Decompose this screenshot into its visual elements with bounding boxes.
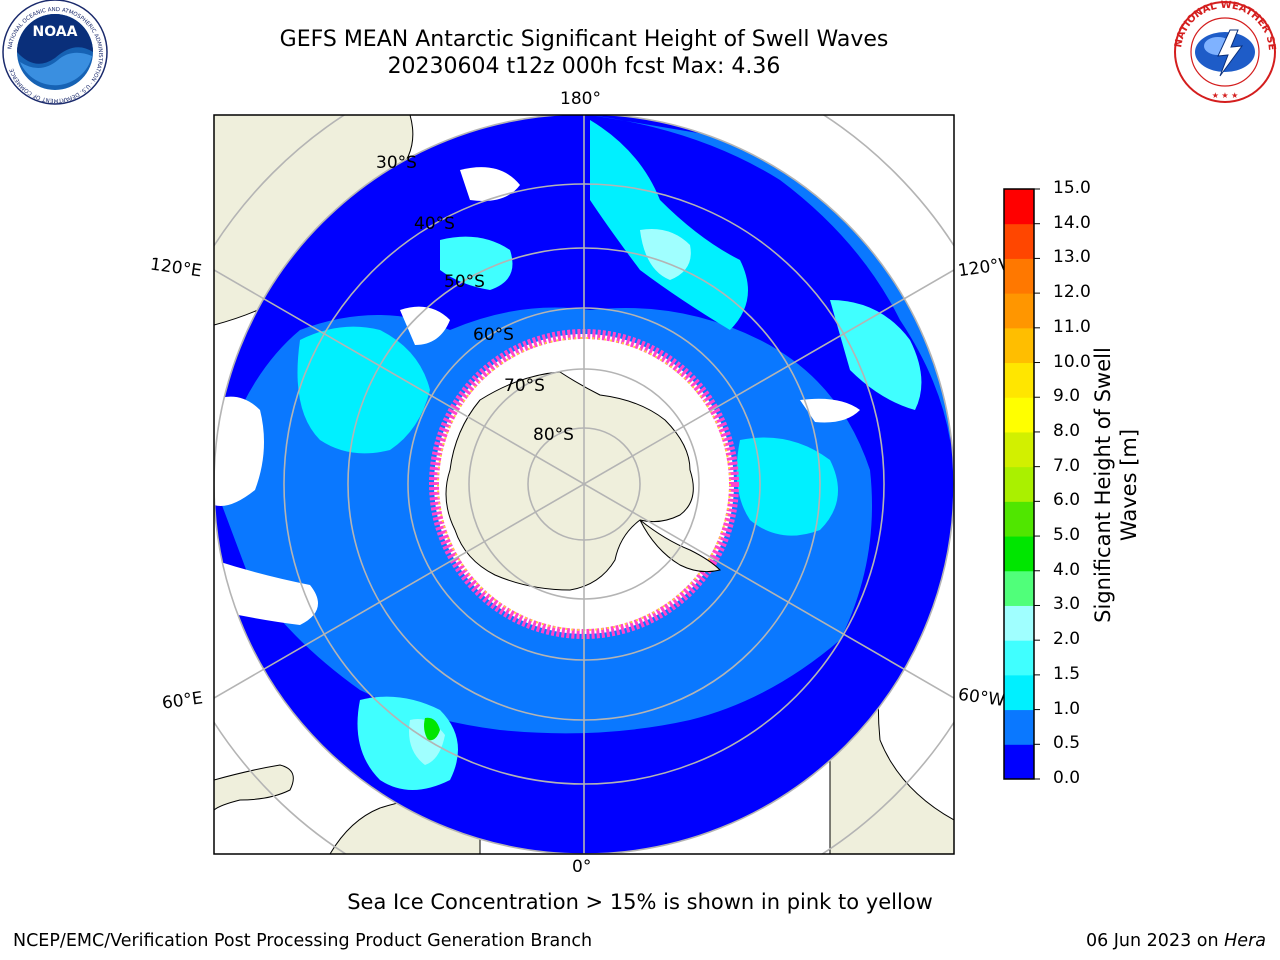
footer-date-text: 06 Jun 2023 on bbox=[1085, 931, 1225, 951]
colorbar-swatch bbox=[1004, 674, 1034, 711]
chart-title: GEFS MEAN Antarctic Significant Height o… bbox=[279, 27, 889, 52]
lon-label-180: 180° bbox=[560, 89, 601, 109]
colorbar-tick-label: 8.0 bbox=[1053, 420, 1081, 441]
colorbar-tick-label: 4.0 bbox=[1053, 559, 1081, 580]
nws-stars: ★ ★ ★ bbox=[1212, 91, 1239, 100]
colorbar-swatch bbox=[1004, 189, 1034, 225]
lon-label-0: 0° bbox=[572, 857, 592, 877]
colorbar-swatch bbox=[1004, 640, 1034, 676]
lat-label-40s: 40°S bbox=[414, 214, 455, 234]
colorbar-tick-label: 2.0 bbox=[1053, 629, 1081, 650]
colorbar-swatch bbox=[1004, 223, 1034, 259]
colorbar-tick-label: 3.0 bbox=[1053, 594, 1081, 615]
footer-date: 06 Jun 2023 on Hera bbox=[1086, 931, 1266, 951]
colorbar bbox=[1003, 188, 1040, 780]
colorbar-tick-label: 12.0 bbox=[1053, 282, 1091, 303]
colorbar-tick-label: 15.0 bbox=[1053, 178, 1091, 198]
colorbar-swatch bbox=[1004, 605, 1034, 641]
colorbar-swatch bbox=[1004, 570, 1034, 606]
colorbar-swatch bbox=[1004, 293, 1034, 329]
nws-logo: NATIONAL WEATHER SERVICE ★ ★ ★ bbox=[1170, 0, 1277, 103]
colorbar-swatch bbox=[1004, 327, 1034, 364]
colorbar-tick-label: 11.0 bbox=[1053, 316, 1091, 337]
footer-credit: NCEP/EMC/Verification Post Processing Pr… bbox=[13, 931, 593, 951]
colorbar-frame bbox=[1003, 188, 1035, 780]
colorbar-swatch bbox=[1004, 744, 1034, 780]
colorbar-tick-label: 7.0 bbox=[1053, 455, 1081, 476]
colorbar-tick-label: 1.5 bbox=[1053, 663, 1081, 684]
colorbar-swatch bbox=[1004, 709, 1034, 745]
lat-label-50s: 50°S bbox=[444, 272, 485, 292]
colorbar-tick-label: 14.0 bbox=[1053, 212, 1091, 233]
lat-label-60s: 60°S bbox=[473, 325, 514, 345]
colorbar-swatch bbox=[1004, 466, 1034, 502]
colorbar-tick-label: 13.0 bbox=[1053, 247, 1091, 268]
sea-ice-note: Sea Ice Concentration > 15% is shown in … bbox=[347, 890, 933, 914]
lat-label-30s: 30°S bbox=[376, 153, 417, 173]
colorbar-tick-label: 10.0 bbox=[1053, 351, 1091, 372]
colorbar-tick-label: 0.5 bbox=[1053, 733, 1081, 754]
colorbar-swatch bbox=[1004, 362, 1034, 398]
chart-subtitle: 20230604 t12z 000h fcst Max: 4.36 bbox=[387, 54, 781, 79]
colorbar-tick-label: 0.0 bbox=[1053, 768, 1081, 788]
noaa-logo: NOAA NATIONAL OCEANIC AND ATMOSPHERIC AD… bbox=[2, 0, 108, 105]
colorbar-swatch bbox=[1004, 431, 1034, 468]
lat-label-70s: 70°S bbox=[504, 376, 545, 396]
colorbar-tick-label: 9.0 bbox=[1053, 386, 1081, 407]
colorbar-title: Significant Height of Swell Waves [m] bbox=[1091, 347, 1141, 623]
footer-host: Hera bbox=[1224, 931, 1266, 951]
graticule bbox=[214, 115, 954, 854]
colorbar-tick-label: 6.0 bbox=[1053, 490, 1081, 511]
colorbar-tick-label: 5.0 bbox=[1053, 525, 1081, 546]
colorbar-tick-label: 1.0 bbox=[1053, 698, 1081, 719]
colorbar-swatch bbox=[1004, 258, 1034, 294]
map-frame bbox=[213, 114, 955, 855]
colorbar-swatch bbox=[1004, 501, 1034, 537]
noaa-logo-text: NOAA bbox=[33, 24, 78, 40]
colorbar-swatch bbox=[1004, 397, 1034, 433]
lat-label-80s: 80°S bbox=[533, 425, 574, 445]
colorbar-swatch bbox=[1004, 536, 1034, 572]
